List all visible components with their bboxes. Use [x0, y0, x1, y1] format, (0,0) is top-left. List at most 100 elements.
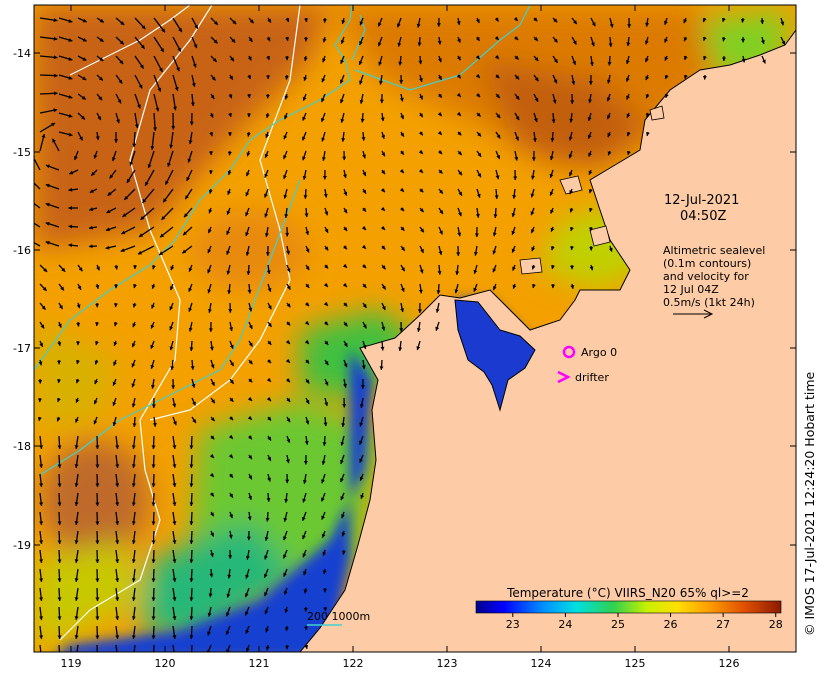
velocity-arrow-head: [189, 521, 194, 525]
velocity-arrow-head: [112, 401, 117, 406]
velocity-arrow-head: [247, 56, 252, 61]
velocity-arrow-head: [494, 17, 499, 22]
velocity-arrow-head: [172, 464, 177, 468]
velocity-arrow-head: [41, 134, 46, 138]
velocity-arrow-head: [210, 95, 215, 99]
velocity-arrow-head: [95, 303, 100, 308]
velocity-arrow-head: [515, 75, 520, 80]
velocity-arrow-head: [609, 23, 614, 28]
velocity-arrow-head: [190, 366, 195, 370]
velocity-arrow-head: [515, 136, 519, 141]
velocity-arrow-head: [607, 61, 612, 66]
velocity-arrow-head: [458, 191, 462, 196]
velocity-arrow-head: [625, 77, 630, 82]
velocity-arrow-head: [152, 422, 157, 427]
velocity-arrow-head: [381, 152, 385, 157]
velocity-arrow-head: [302, 480, 307, 484]
velocity-arrow-head: [265, 628, 269, 633]
velocity-arrow-head: [95, 521, 100, 525]
velocity-arrow-head: [418, 150, 423, 154]
velocity-arrow-head: [362, 154, 366, 159]
velocity-arrow-head: [76, 322, 81, 327]
velocity-arrow-head: [324, 264, 329, 269]
velocity-arrow-head: [342, 404, 347, 408]
velocity-arrow: [34, 157, 41, 171]
velocity-arrow-head: [534, 77, 539, 82]
velocity-arrow-head: [115, 635, 120, 639]
velocity-arrow-head: [138, 84, 143, 89]
velocity-arrow-head: [113, 341, 118, 346]
velocity-arrow-head: [343, 363, 348, 368]
velocity-arrow-head: [57, 502, 62, 506]
velocity-arrow-head: [45, 221, 50, 226]
velocity-arrow-head: [76, 304, 81, 309]
velocity-arrow-head: [324, 381, 329, 386]
velocity-arrow-head: [321, 78, 326, 83]
velocity-arrow-head: [762, 59, 766, 64]
velocity-arrow-head: [246, 152, 251, 157]
velocity-arrow-head: [208, 189, 213, 194]
velocity-arrow-head: [534, 57, 539, 61]
velocity-arrow-head: [230, 362, 234, 367]
velocity-arrow-head: [245, 574, 250, 579]
velocity-arrow-head: [702, 18, 707, 22]
velocity-arrow-head: [322, 570, 327, 574]
velocity-arrow-head: [381, 188, 385, 193]
x-tick-label: 125: [625, 657, 646, 670]
velocity-arrow-head: [57, 559, 62, 563]
velocity-arrow-head: [161, 28, 165, 33]
y-tick-label: -14: [13, 47, 31, 60]
velocity-arrow-head: [359, 458, 363, 463]
velocity-arrow-head: [379, 80, 383, 85]
velocity-arrow-head: [189, 121, 194, 126]
velocity-arrow-head: [439, 189, 443, 194]
velocity-arrow-head: [159, 67, 163, 72]
velocity-arrow-head: [477, 132, 481, 137]
velocity-arrow-head: [438, 169, 443, 174]
velocity-arrow-head: [140, 64, 144, 69]
velocity-arrow-head: [626, 42, 631, 47]
velocity-arrow-head: [305, 379, 310, 384]
velocity-arrow-head: [379, 99, 384, 104]
velocity-arrow-head: [341, 423, 346, 427]
velocity-arrow-head: [515, 116, 520, 121]
velocity-arrow-head: [114, 265, 119, 270]
velocity-arrow-head: [588, 152, 592, 157]
velocity-arrow-head: [304, 213, 309, 218]
velocity-arrow-head: [512, 195, 517, 199]
velocity-arrow-head: [721, 37, 726, 42]
velocity-arrow-head: [228, 555, 233, 559]
velocity-arrow-head: [285, 56, 289, 61]
colorbar-tick-label: 26: [664, 618, 678, 631]
velocity-arrow-head: [229, 514, 233, 519]
velocity-arrow-head: [188, 267, 193, 272]
velocity-arrow-head: [114, 139, 119, 143]
velocity-arrow-head: [362, 171, 367, 176]
velocity-arrow-head: [68, 224, 73, 229]
velocity-arrow: [34, 241, 41, 247]
velocity-arrow-head: [515, 95, 520, 100]
velocity-arrow-head: [664, 56, 669, 61]
velocity-arrow-head: [95, 445, 100, 449]
date-label: 12-Jul-2021: [664, 193, 739, 208]
velocity-arrow-head: [74, 559, 79, 563]
velocity-arrow-head: [225, 630, 230, 635]
velocity-arrow-head: [263, 573, 268, 578]
velocity-arrow-head: [95, 654, 99, 658]
velocity-arrow-head: [321, 533, 326, 538]
velocity-arrow-head: [591, 42, 595, 47]
velocity-arrow-head: [75, 398, 80, 403]
velocity-arrow-head: [77, 285, 82, 290]
velocity-arrow-head: [40, 324, 45, 329]
velocity-arrow-head: [303, 195, 308, 199]
velocity-arrow-head: [189, 540, 194, 544]
velocity-arrow-head: [324, 211, 329, 216]
altimetry-line-2: (0.1m contours): [663, 257, 751, 270]
velocity-arrow-head: [245, 192, 250, 197]
velocity-arrow-head: [457, 56, 461, 61]
velocity-arrow-head: [38, 361, 43, 366]
velocity-arrow-head: [286, 418, 290, 423]
velocity-arrow-head: [74, 502, 79, 506]
velocity-arrow-head: [417, 309, 422, 313]
velocity-arrow-head: [457, 131, 462, 136]
